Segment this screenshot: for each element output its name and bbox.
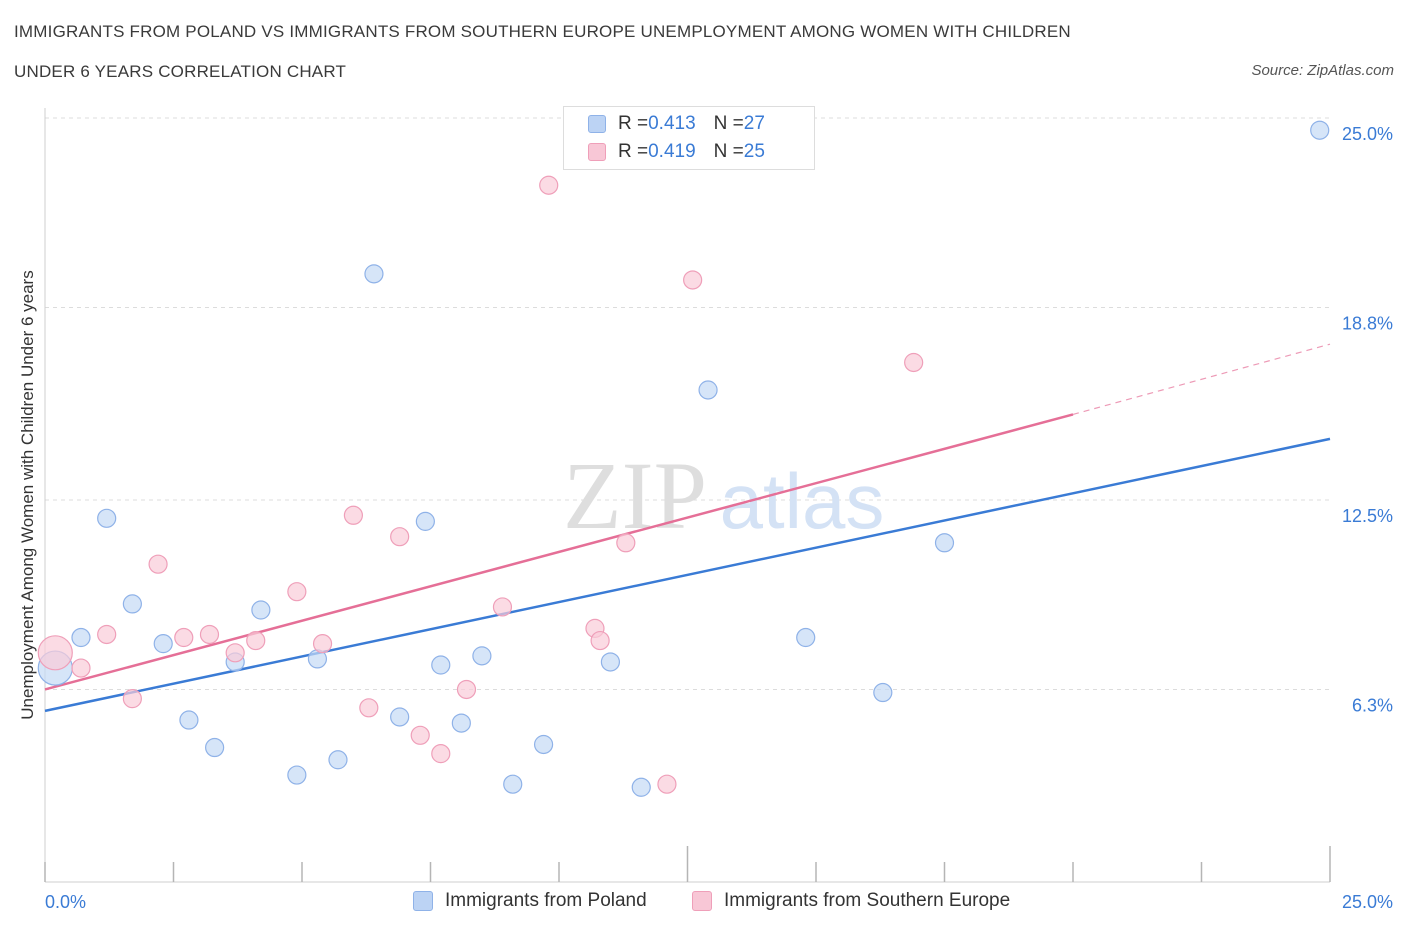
source-label: Source: ZipAtlas.com (1251, 62, 1394, 79)
chart-title-line2: UNDER 6 YEARS CORRELATION CHART (14, 62, 347, 81)
southern-europe-point (312, 634, 333, 654)
series-name-poland: Immigrants from Poland (445, 890, 647, 911)
poland-point (1310, 120, 1330, 140)
southern-europe-trendline-extension (1072, 343, 1331, 416)
watermark-atlas: atlas (720, 457, 885, 545)
poland-trendline (44, 437, 1331, 713)
poland-point (451, 713, 471, 733)
poland-point (390, 707, 410, 727)
watermark: ZIP atlas (563, 442, 884, 549)
southern-europe-point (246, 630, 266, 651)
southern-europe-point (148, 554, 168, 574)
southern-europe-point (199, 624, 220, 645)
legend-swatch-poland (588, 115, 606, 133)
series-legend-southern-europe[interactable]: Immigrants from Southern Europe (692, 890, 1010, 912)
poland-point (796, 627, 816, 648)
axes (44, 108, 1331, 883)
legend-r-label: R = (618, 113, 649, 134)
southern-europe-point (359, 698, 379, 718)
series-legend-poland[interactable]: Immigrants from Poland (413, 890, 647, 912)
poland-point (287, 765, 307, 785)
southern-europe-point (616, 533, 636, 553)
southern-europe-point (174, 627, 194, 648)
southern-europe-point (431, 744, 451, 764)
grid-lines (45, 117, 1330, 690)
southern-europe-point (539, 175, 559, 195)
southern-europe-point (343, 505, 363, 525)
chart-title-line1: IMMIGRANTS FROM POLAND VS IMMIGRANTS FRO… (14, 22, 1071, 41)
southern-europe-point (37, 635, 73, 671)
southern-europe-point (590, 630, 610, 651)
poland-point (251, 600, 271, 620)
legend-row-southern-europe: R = 0.419 N = 25 (588, 140, 765, 164)
legend-row-poland: R = 0.413 N = 27 (588, 112, 765, 136)
series-swatch-southern-europe (692, 891, 712, 911)
poland-point (153, 634, 173, 654)
x-tick-label: 25.0% (1342, 892, 1393, 912)
southern-europe-point (71, 658, 91, 678)
southern-europe-point (657, 774, 677, 794)
data-points (37, 120, 1330, 797)
legend-r-label: R = (618, 141, 649, 162)
legend-r-value-southern-europe: 0.419 (648, 141, 696, 162)
series-swatch-poland (413, 891, 433, 911)
poland-point (698, 380, 718, 400)
tick-labels: 6.3% 12.5% 18.8% 25.0% 0.0% 25.0% (45, 124, 1393, 912)
legend-n-label: N = (713, 113, 744, 134)
legend-n-label: N = (713, 141, 744, 162)
southern-europe-point (225, 643, 245, 663)
y-axis-label: Unemployment Among Women with Children U… (18, 270, 37, 720)
y-tick-label: 12.5% (1342, 506, 1393, 526)
poland-point (205, 737, 225, 758)
legend-n-value-southern-europe: 25 (743, 141, 765, 162)
southern-europe-point (287, 582, 307, 602)
legend-r-value-poland: 0.413 (648, 113, 696, 134)
southern-europe-point (456, 679, 477, 700)
y-tick-label: 6.3% (1352, 695, 1393, 715)
southern-europe-point (492, 597, 513, 617)
poland-point (503, 774, 523, 794)
poland-point (364, 264, 384, 284)
southern-europe-point (410, 725, 430, 745)
poland-point (431, 655, 451, 675)
poland-point (934, 533, 955, 553)
poland-point (600, 652, 621, 672)
poland-point (179, 710, 199, 730)
poland-point (122, 594, 142, 614)
poland-point (415, 511, 435, 531)
poland-point (631, 777, 651, 797)
southern-europe-point (97, 624, 117, 645)
x-tick-label: 0.0% (45, 892, 86, 912)
poland-point (328, 750, 348, 770)
southern-europe-trendline (44, 413, 1074, 691)
poland-point (71, 627, 91, 648)
southern-europe-point (904, 352, 924, 373)
trendlines (44, 343, 1331, 713)
poland-point (533, 734, 554, 755)
southern-europe-point (122, 689, 142, 709)
poland-point (97, 508, 117, 528)
series-name-southern-europe: Immigrants from Southern Europe (724, 890, 1011, 911)
legend-swatch-southern-europe (588, 143, 606, 161)
legend-n-value-poland: 27 (743, 113, 765, 134)
correlation-legend: R = 0.413 N = 27 R = 0.419 N = 25 (563, 106, 815, 170)
poland-point (472, 646, 492, 666)
southern-europe-point (390, 527, 410, 547)
southern-europe-point (683, 270, 703, 290)
y-tick-label: 25.0% (1342, 124, 1393, 144)
poland-point (873, 682, 893, 703)
watermark-zip: ZIP (563, 442, 707, 549)
y-tick-label: 18.8% (1342, 313, 1393, 333)
